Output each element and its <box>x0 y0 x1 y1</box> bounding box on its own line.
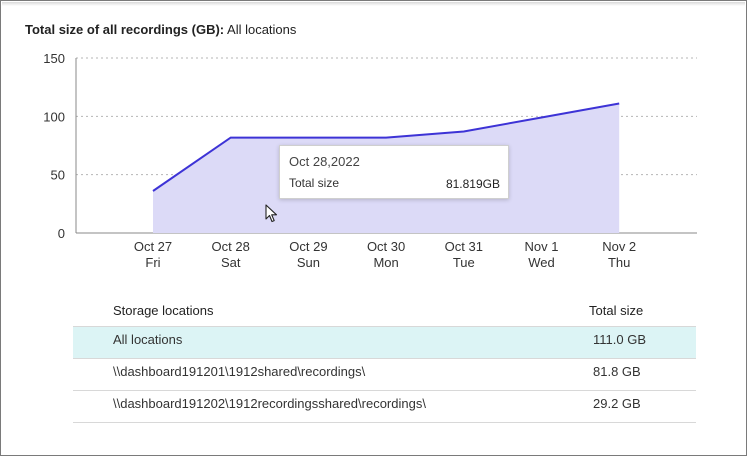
y-tick-label: 150 <box>43 51 65 66</box>
x-tick-label: Nov 1 <box>525 239 559 254</box>
x-tick-weekday: Wed <box>528 255 555 270</box>
cell-size: 111.0 GB <box>593 332 646 347</box>
x-tick-label: Nov 2 <box>602 239 636 254</box>
cell-location: \\dashboard191202\1912recordingsshared\r… <box>113 396 426 411</box>
x-tick-label: Oct 27 <box>134 239 172 254</box>
x-tick-weekday: Mon <box>373 255 398 270</box>
x-tick-label: Oct 30 <box>367 239 405 254</box>
storage-locations-table: Storage locations Total size All locatio… <box>73 298 696 423</box>
table-row[interactable]: All locations 111.0 GB <box>73 326 696 359</box>
panel-top-shadow <box>2 2 745 6</box>
series-line <box>152 102 620 192</box>
cell-size: 81.8 GB <box>593 364 641 379</box>
y-tick-label: 50 <box>51 168 65 183</box>
tooltip-value: 81.819GB <box>445 177 500 191</box>
cell-location: \\dashboard191201\1912shared\recordings\ <box>113 364 366 379</box>
mouse-pointer-icon <box>265 204 278 223</box>
tooltip-label: Total size <box>289 176 340 190</box>
x-tick-weekday: Fri <box>145 255 160 270</box>
x-tick-label: Oct 29 <box>289 239 327 254</box>
x-tick-weekday: Tue <box>453 255 475 270</box>
table-row[interactable]: \\dashboard191201\1912shared\recordings\… <box>73 359 696 391</box>
chart-title-location: All locations <box>224 22 297 37</box>
chart-title: Total size of all recordings (GB): All l… <box>25 22 296 37</box>
x-tick-weekday: Thu <box>608 255 630 270</box>
tooltip-date: Oct 28,2022 <box>289 154 360 169</box>
y-tick-label: 0 <box>58 226 65 241</box>
chart-title-bold: Total size of all recordings (GB): <box>25 22 225 37</box>
x-tick-weekday: Sun <box>297 255 320 270</box>
x-tick-label: Oct 28 <box>212 239 250 254</box>
header-total-size[interactable]: Total size <box>589 303 644 318</box>
y-tick-label: 100 <box>43 109 65 124</box>
x-tick-label: Oct 31 <box>445 239 483 254</box>
cell-location: All locations <box>113 332 183 347</box>
x-tick-weekday: Sat <box>221 255 241 270</box>
header-storage-locations[interactable]: Storage locations <box>113 303 214 318</box>
table-row[interactable]: \\dashboard191202\1912recordingsshared\r… <box>73 391 696 423</box>
chart-tooltip: Oct 28,2022 Total size 81.819GB <box>279 145 509 199</box>
table-header: Storage locations Total size <box>73 298 696 326</box>
cell-size: 29.2 GB <box>593 396 641 411</box>
